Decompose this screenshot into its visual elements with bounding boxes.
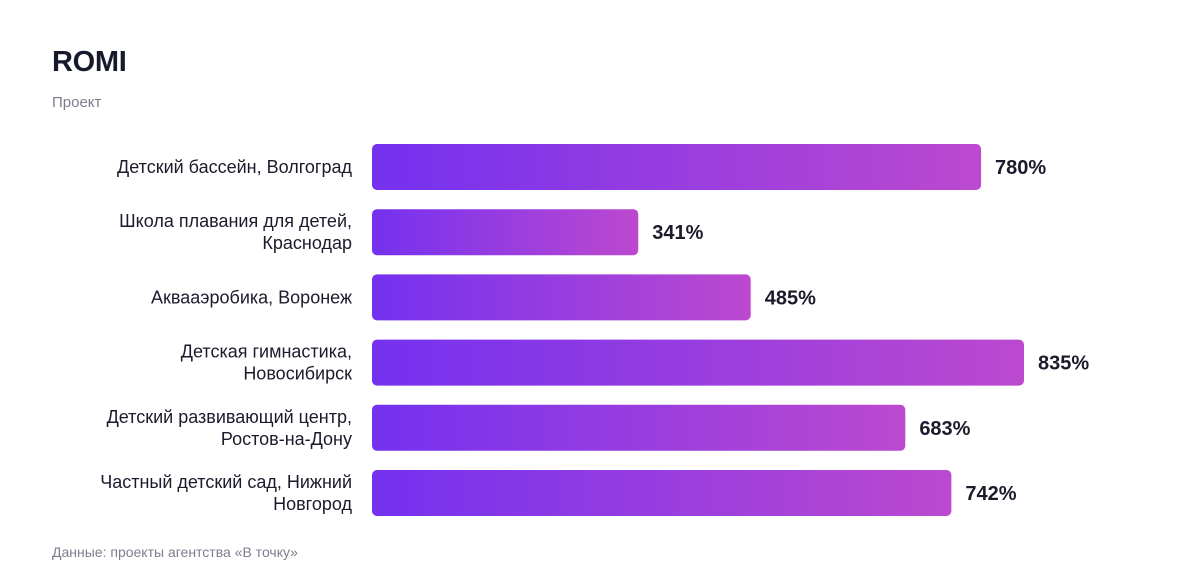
bars-group: 780% Детский бассейн, Волгоград 341% Школа … — [100, 144, 1089, 516]
bar-3 — [372, 339, 1024, 386]
chart-title: ROMI — [52, 46, 127, 78]
bar-value-label-3: 835% — [1038, 353, 1089, 375]
category-label-line: Новгород — [273, 494, 352, 514]
category-label-4: Детский развивающий центр, Ростов-на-Дону — [107, 407, 352, 449]
bar-value-label-4: 683% — [919, 418, 970, 440]
category-label-line: Ростов-на-Дону — [221, 429, 352, 449]
category-label-line: Детский бассейн, Волгоград — [117, 157, 352, 177]
bar-value-label-1: 341% — [652, 222, 703, 244]
bar-4 — [372, 404, 906, 451]
bar-5 — [372, 470, 952, 516]
category-label-1: Школа плавания для детей, Краснодар — [119, 211, 352, 253]
category-label-line: Новосибирск — [243, 364, 352, 384]
bar-value-label-5: 742% — [965, 483, 1016, 505]
category-label-5: Частный детский сад, Нижний Новгород — [100, 472, 352, 514]
chart-subtitle: Проект — [52, 94, 102, 111]
bar-0 — [372, 144, 982, 190]
category-label-3: Детская гимнастика, Новосибирск — [181, 342, 352, 384]
category-label-line: Краснодар — [262, 233, 352, 253]
bar-2 — [372, 274, 751, 321]
category-label-0: Детский бассейн, Волгоград — [117, 157, 352, 177]
bar-1 — [372, 209, 639, 256]
category-label-2: Аквааэробика, Воронеж — [151, 287, 352, 307]
category-label-line: Частный детский сад, Нижний — [100, 472, 352, 492]
category-label-line: Аквааэробика, Воронеж — [151, 287, 352, 307]
source-note: Данные: проекты агентства «В точку» — [52, 544, 298, 560]
category-label-line: Школа плавания для детей, — [119, 211, 352, 231]
bar-value-label-0: 780% — [995, 157, 1046, 179]
bar-value-label-2: 485% — [765, 287, 816, 309]
category-label-line: Детский развивающий центр, — [107, 407, 352, 427]
category-label-line: Детская гимнастика, — [181, 342, 352, 362]
